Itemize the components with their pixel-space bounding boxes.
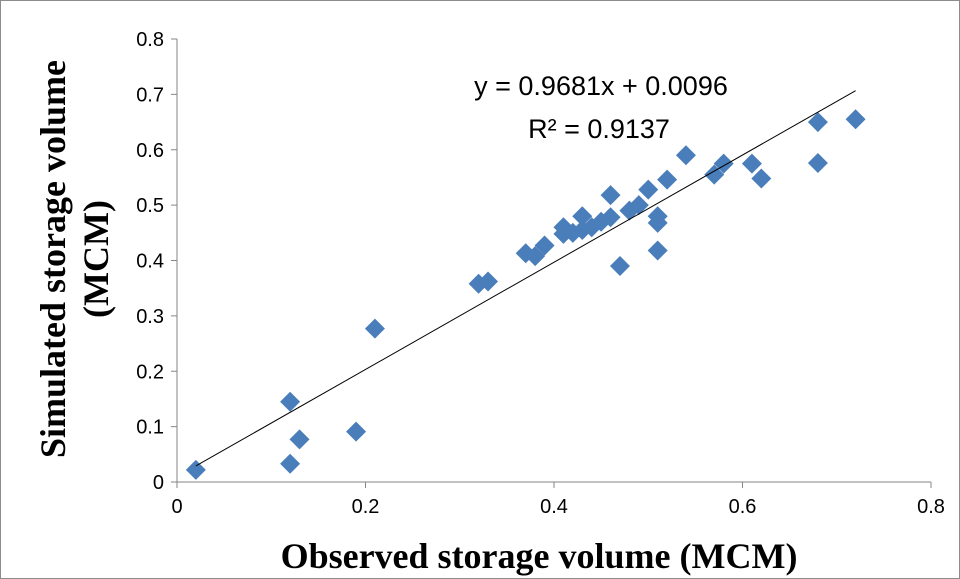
- y-tick-label: 0.5: [136, 195, 164, 217]
- y-tick-label: 0.2: [136, 361, 164, 383]
- x-axis-title: Observed storage volume (MCM): [281, 536, 798, 576]
- y-tick-label: 0.1: [136, 417, 164, 439]
- y-tick-label: 0.6: [136, 140, 164, 162]
- y-axis-title-line1: Simulated storage volume: [33, 60, 73, 458]
- x-tick-label: 0.8: [917, 496, 945, 518]
- y-tick-label: 0: [153, 472, 164, 494]
- data-point: [280, 453, 301, 474]
- data-point: [741, 153, 762, 174]
- tick-labels: 0 0.1 0.2 0.3 0.4 0.5 0.6 0.7 0.8 0 0.2 0.4 0.6 0.8: [136, 29, 945, 518]
- data-point: [280, 391, 301, 412]
- y-tick-label: 0.4: [136, 251, 164, 273]
- y-axis-title-line2: (MCM): [76, 200, 116, 318]
- data-point: [628, 195, 649, 216]
- data-point: [185, 459, 206, 480]
- data-point: [600, 185, 621, 206]
- data-point: [638, 179, 659, 200]
- data-point: [572, 206, 593, 227]
- trendline: [195, 90, 856, 467]
- data-point: [657, 169, 678, 190]
- data-point: [647, 240, 668, 261]
- y-tick-label: 0.7: [136, 84, 164, 106]
- data-point: [609, 256, 630, 277]
- x-tick-label: 0: [171, 496, 182, 518]
- data-point: [534, 235, 555, 256]
- y-tick-label: 0.8: [136, 29, 164, 51]
- data-point: [289, 429, 310, 450]
- axes: [171, 38, 932, 488]
- y-tick-label: 0.3: [136, 306, 164, 328]
- trendline-line: [195, 90, 856, 467]
- data-point: [704, 164, 725, 185]
- data-point: [807, 112, 828, 133]
- data-point: [751, 168, 772, 189]
- data-point: [647, 212, 668, 233]
- data-point: [845, 109, 866, 130]
- trendline-r-squared: R² = 0.9137: [528, 114, 670, 144]
- data-point: [346, 421, 367, 442]
- data-point: [807, 153, 828, 174]
- data-point: [364, 318, 385, 339]
- trendline-equation: y = 0.9681x + 0.0096: [474, 71, 728, 101]
- data-points: [185, 109, 866, 480]
- x-tick-label: 0.6: [729, 496, 757, 518]
- x-tick-label: 0.2: [352, 496, 380, 518]
- data-point: [675, 145, 696, 166]
- data-point: [600, 207, 621, 228]
- x-tick-label: 0.4: [540, 496, 568, 518]
- data-point: [478, 271, 499, 292]
